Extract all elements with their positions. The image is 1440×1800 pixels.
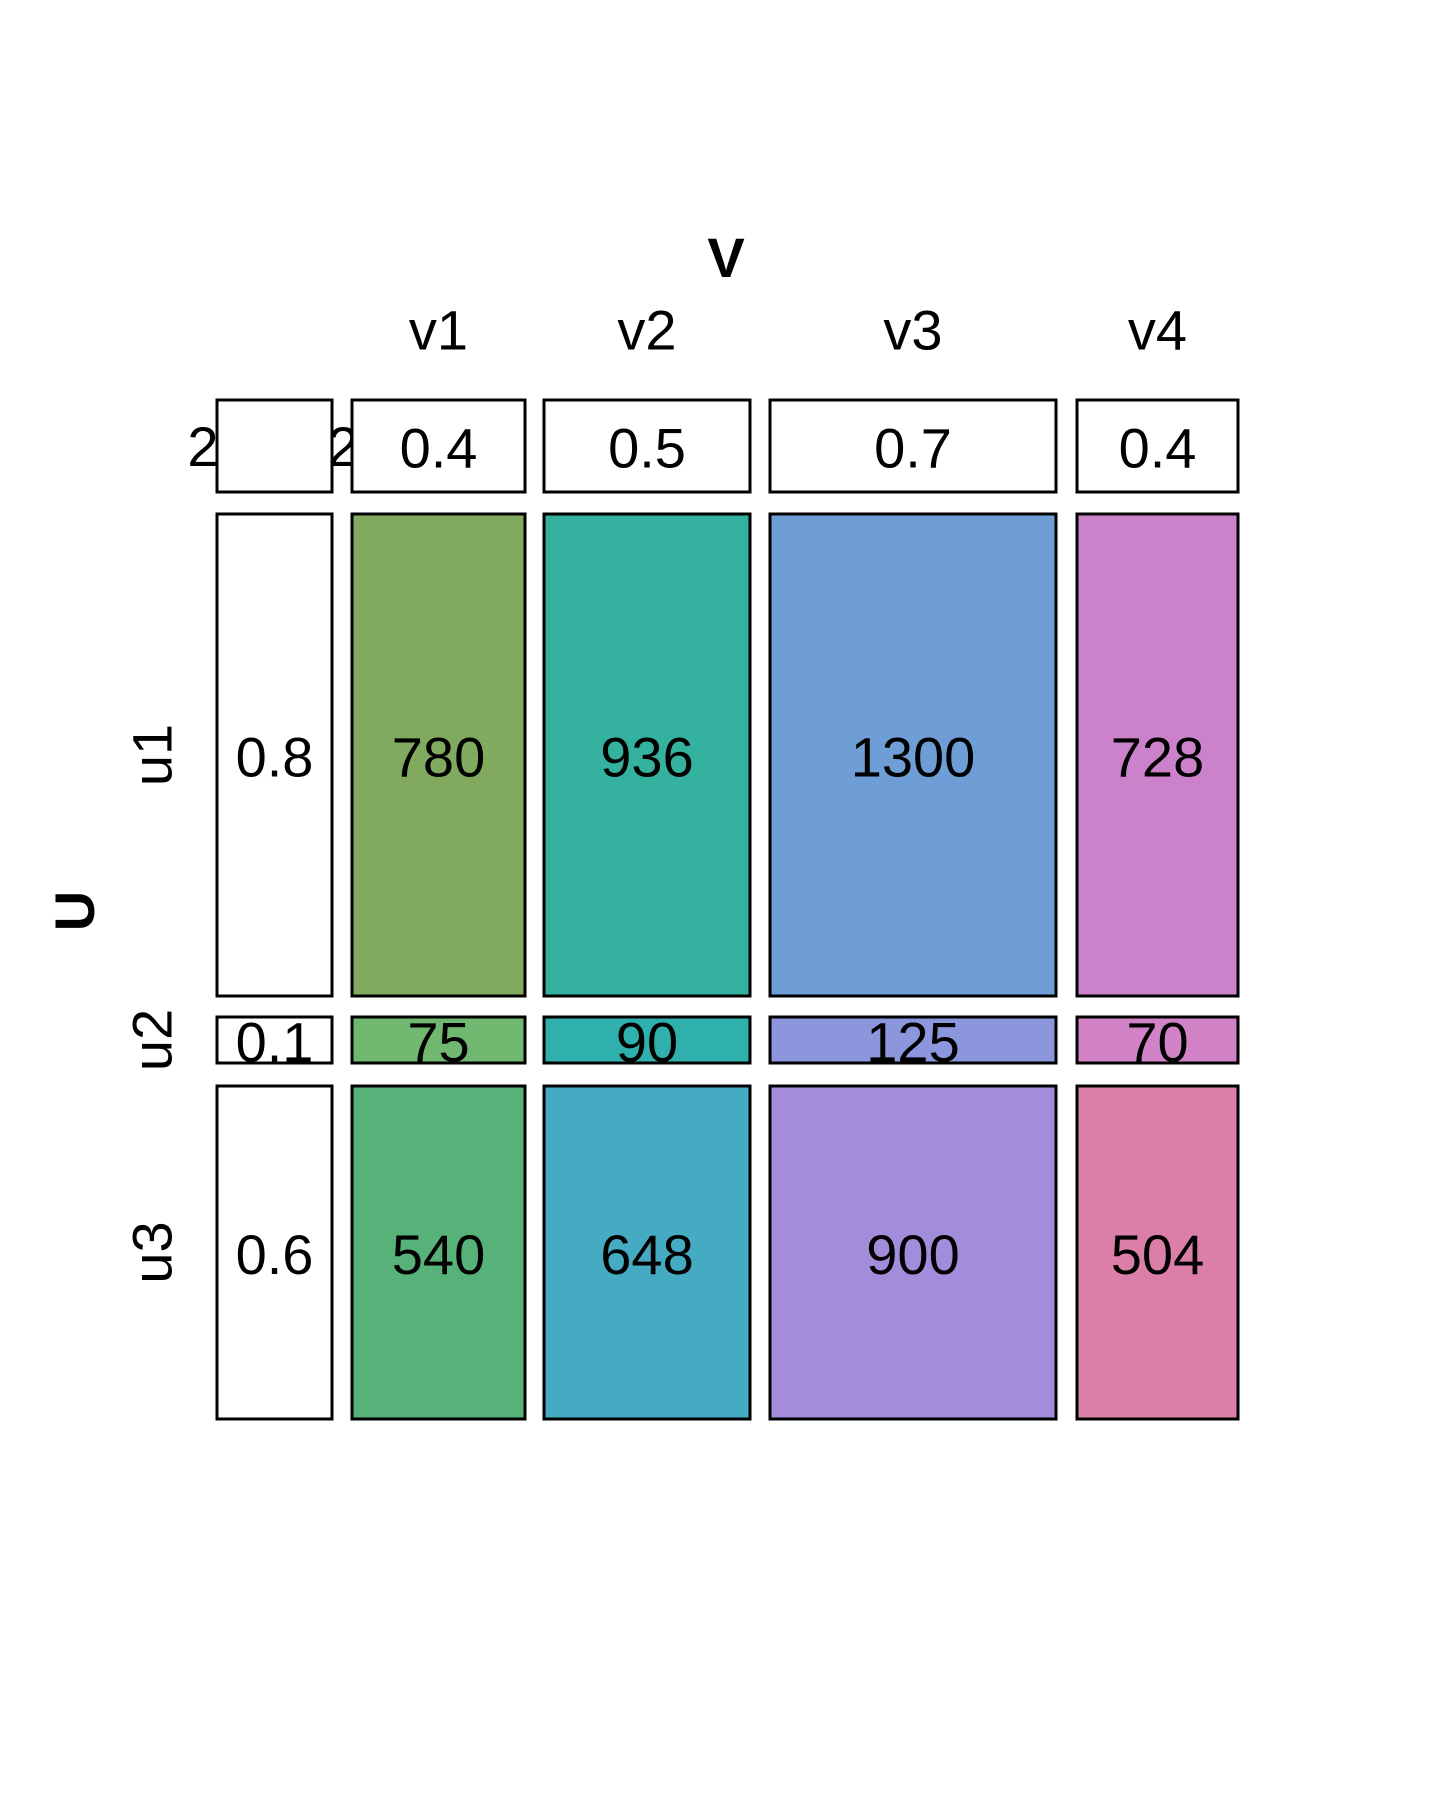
- cell-value-u3-v4: 504: [1111, 1223, 1204, 1286]
- col-marginal-label-v1: 0.4: [400, 417, 478, 480]
- col-marginal-box-v2: [542, 398, 752, 494]
- mosaic-grid: v1 0.4 v2 0.5 v3 0.7 v4 0.4 u1 0.8 780 936 1300 728 u2…: [121, 299, 1240, 1421]
- cell-u1-v1: [350, 512, 527, 998]
- row-marginal-label-u2: 0.1: [236, 1011, 314, 1074]
- cell-u1-v3: [768, 512, 1058, 998]
- row-axis-title: U: [43, 891, 106, 931]
- col-level-label-v2: v2: [617, 299, 676, 362]
- col-marginal-label-v3: 0.7: [874, 417, 952, 480]
- cell-u2-v3: [768, 1015, 1058, 1065]
- cell-u2-v4: [1075, 1015, 1240, 1065]
- row-marginal-box-u2: [215, 1015, 334, 1065]
- col-axis-title: V: [707, 226, 744, 289]
- row-level-label-u1: u1: [121, 724, 184, 786]
- cell-u1-v4: [1075, 512, 1240, 998]
- row-marginal-box-u3: [215, 1084, 334, 1421]
- corner-box: [215, 398, 334, 494]
- cell-u3-v1: [350, 1084, 527, 1421]
- cell-value-u1-v4: 728: [1111, 726, 1204, 789]
- cell-value-u2-v4: 70: [1126, 1011, 1188, 1074]
- row-level-label-u3: u3: [121, 1221, 184, 1283]
- cell-u3-v3: [768, 1084, 1058, 1421]
- cell-value-u3-v2: 648: [600, 1223, 693, 1286]
- col-level-label-v3: v3: [883, 299, 942, 362]
- cell-value-u2-v1: 75: [407, 1011, 469, 1074]
- cell-u2-v1: [350, 1015, 527, 1065]
- cell-value-u1-v2: 936: [600, 726, 693, 789]
- cell-value-u1-v3: 1300: [851, 726, 976, 789]
- col-level-label-v4: v4: [1128, 299, 1187, 362]
- row-marginal-label-u3: 0.6: [236, 1223, 314, 1286]
- row-level-label-u2: u2: [121, 1009, 184, 1071]
- cell-value-u3-v1: 540: [392, 1223, 485, 1286]
- col-level-label-v1: v1: [409, 299, 468, 362]
- cell-value-u2-v2: 90: [616, 1011, 678, 1074]
- cell-value-u1-v1: 780: [392, 726, 485, 789]
- row-marginal-box-u1: [215, 512, 334, 998]
- cell-u2-v2: [542, 1015, 752, 1065]
- row-marginal-label-u1: 0.8: [236, 726, 314, 789]
- cell-value-u3-v3: 900: [866, 1223, 959, 1286]
- col-marginal-label-v2: 0.5: [608, 417, 686, 480]
- cell-u3-v2: [542, 1084, 752, 1421]
- cell-u1-v2: [542, 512, 752, 998]
- col-marginal-label-v4: 0.4: [1119, 417, 1197, 480]
- col-marginal-box-v4: [1075, 398, 1240, 494]
- cell-u3-v4: [1075, 1084, 1240, 1421]
- cell-value-u2-v3: 125: [866, 1011, 959, 1074]
- col-marginal-box-v3: [768, 398, 1058, 494]
- col-marginal-box-v1: [350, 398, 527, 494]
